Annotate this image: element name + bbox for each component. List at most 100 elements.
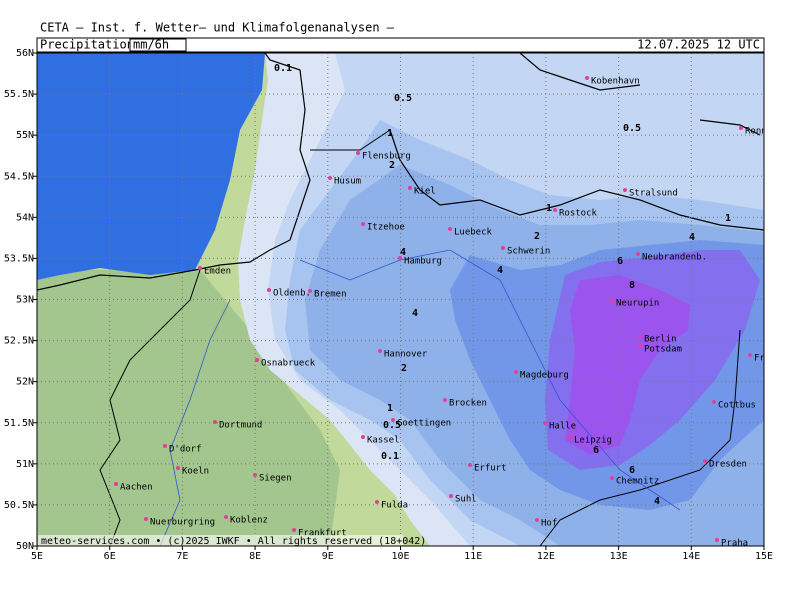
city-label: Flensburg	[362, 152, 411, 162]
city-label: Kiel	[414, 187, 436, 197]
y-tick-label: 50N	[16, 541, 34, 552]
city-label: Neurupin	[616, 299, 659, 309]
city-label: Fulda	[381, 501, 408, 511]
contour-label: 2	[401, 363, 407, 374]
city-label: Hof	[541, 519, 557, 529]
city-label: Nuerburgring	[150, 518, 215, 528]
city-label: Kobenhavn	[591, 77, 640, 87]
x-tick-label: 11E	[464, 551, 482, 562]
city-marker	[176, 466, 180, 470]
city-label: Oldenb.	[273, 289, 311, 299]
city-marker	[501, 246, 505, 250]
contour-label: 1	[387, 403, 393, 414]
city-marker	[748, 353, 752, 357]
y-tick-label: 54N	[16, 212, 34, 223]
city-marker	[610, 298, 614, 302]
city-label: Aachen	[120, 483, 153, 493]
y-tick-label: 52.5N	[4, 336, 34, 347]
x-tick-label: 13E	[610, 551, 628, 562]
contour-label: 0.5	[394, 93, 412, 104]
coast-bornholm	[699, 119, 761, 136]
x-tick-label: 14E	[682, 551, 700, 562]
contour-label: 0.1	[274, 63, 292, 74]
coastlines	[37, 53, 764, 291]
city-label: Koblenz	[230, 516, 268, 526]
contour-label: 8	[629, 280, 635, 291]
header-box	[36, 37, 765, 53]
contour-label: 0.1	[381, 451, 399, 462]
city-marker	[703, 459, 707, 463]
city-marker	[623, 188, 627, 192]
city-label: Frankfurt	[298, 529, 347, 539]
border-dk	[310, 129, 391, 151]
city-label: Frankfurt/O	[754, 354, 800, 364]
city-label: Brocken	[449, 399, 487, 409]
city-marker	[443, 398, 447, 402]
city-marker	[514, 370, 518, 374]
y-tick-label: 51.5N	[4, 418, 34, 429]
city-marker	[267, 288, 271, 292]
city-label: Hamburg	[404, 257, 442, 267]
city-marker	[568, 435, 572, 439]
city-label: Potsdam	[644, 345, 682, 355]
city-marker	[378, 349, 382, 353]
cities: Kobenhavn Ronne Flensburg Husum Kiel Rostock S…	[114, 76, 800, 546]
city-marker	[361, 435, 365, 439]
y-tick-label: 55.5N	[4, 89, 34, 100]
city-marker	[610, 476, 614, 480]
city-marker	[114, 482, 118, 486]
city-marker	[408, 186, 412, 190]
city-marker	[224, 515, 228, 519]
contour-label: 1	[387, 128, 393, 139]
border-east	[539, 329, 741, 546]
x-tick-label: 10E	[391, 551, 409, 562]
coast-baltic	[389, 129, 764, 231]
footer: meteo-services.com • (c)2025 IWKF • All …	[41, 536, 426, 547]
city-marker	[398, 256, 402, 260]
city-label: Chemnitz	[616, 477, 659, 487]
valid-time: 12.07.2025 12 UTC	[637, 38, 760, 52]
city-marker	[638, 334, 642, 338]
contour-label: 6	[629, 465, 635, 476]
coast-north-sea	[37, 53, 311, 291]
city-marker	[255, 358, 259, 362]
city-marker	[585, 76, 589, 80]
x-tick-label: 6E	[104, 551, 116, 562]
city-label: D'dorf	[169, 445, 202, 455]
city-marker	[213, 420, 217, 424]
city-marker	[375, 500, 379, 504]
city-marker	[715, 538, 719, 542]
city-marker	[638, 344, 642, 348]
city-label: Kassel	[367, 436, 400, 446]
city-label: Husum	[334, 177, 361, 187]
coast-zealand	[519, 53, 641, 91]
city-label: Berlin	[644, 335, 677, 345]
city-label: Magdeburg	[520, 371, 569, 381]
city-label: Stralsund	[629, 189, 678, 199]
city-label: Erfurt	[474, 464, 507, 474]
map: Kobenhavn Ronne Flensburg Husum Kiel Rostock S…	[37, 53, 800, 547]
y-tick-label: 51N	[16, 459, 34, 470]
city-marker	[712, 400, 716, 404]
city-marker	[636, 252, 640, 256]
y-tick-label: 52N	[16, 377, 34, 388]
x-tick-label: 5E	[31, 551, 43, 562]
field-name: Precipitation	[40, 38, 134, 52]
city-label: Schwerin	[507, 247, 550, 257]
city-label: Siegen	[259, 474, 292, 484]
y-tick-label: 55N	[16, 130, 34, 141]
precip-8	[565, 275, 690, 455]
contour-label: 4	[689, 232, 695, 243]
city-label: Osnabrueck	[261, 359, 316, 369]
city-label: Neubrandenb.	[642, 253, 707, 263]
city-label: Ronne	[745, 127, 772, 137]
contour-label: 0.5	[383, 420, 401, 431]
city-label: Koeln	[182, 467, 209, 477]
x-tick-label: 12E	[537, 551, 555, 562]
city-label: Leipzig	[574, 436, 612, 446]
city-marker	[391, 418, 395, 422]
river-rhine	[159, 299, 231, 546]
river-elbe	[299, 249, 681, 511]
borders	[99, 129, 741, 546]
contour-label: 4	[400, 247, 406, 258]
